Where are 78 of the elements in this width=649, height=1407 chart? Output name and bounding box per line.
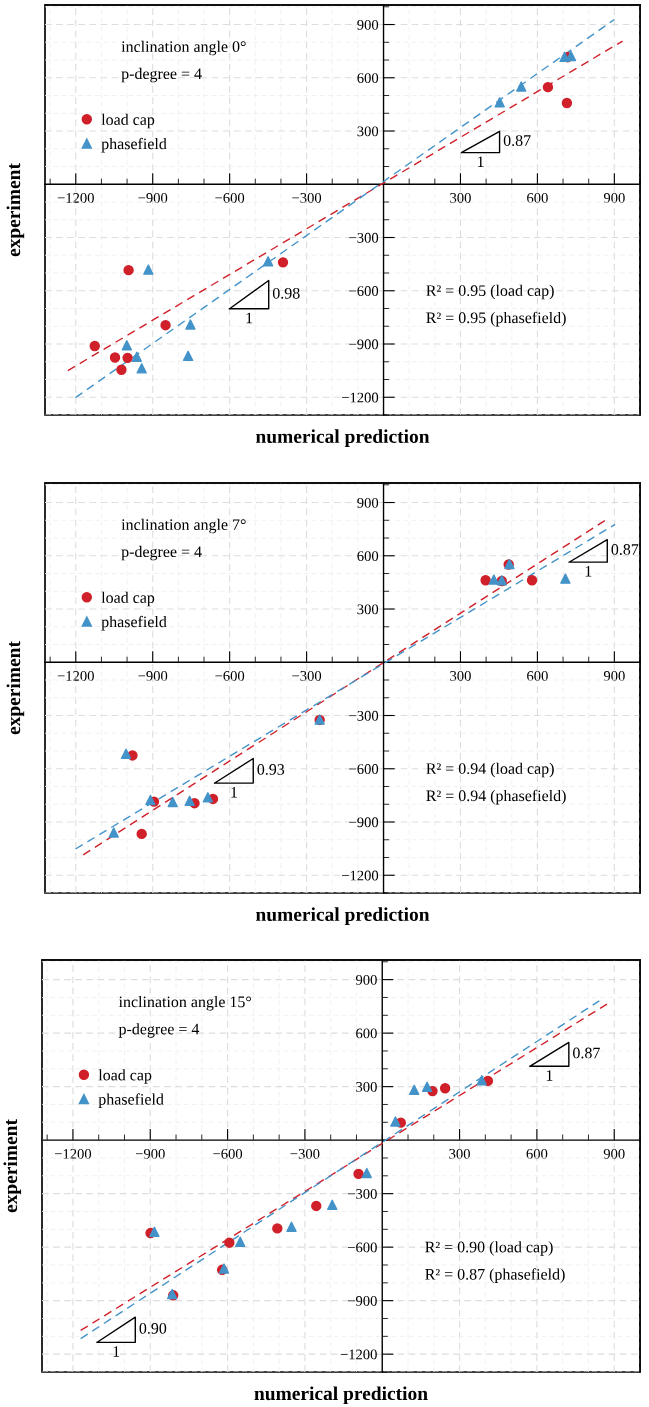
x-axis-title: numerical prediction — [254, 1386, 428, 1405]
annotation: p-degree = 4 — [118, 1023, 200, 1038]
x-tick-label: −900 — [138, 671, 168, 681]
y-tick-label: 300 — [357, 126, 379, 137]
x-tick-label: −900 — [135, 1148, 165, 1159]
annotation: 0.93 — [257, 764, 285, 775]
y-tick-label: 300 — [356, 1081, 377, 1092]
x-tick-label: −600 — [215, 193, 245, 203]
y-tick-label: −900 — [348, 1296, 377, 1306]
annotation: 0.87 — [611, 544, 639, 555]
y-tick-label: −600 — [349, 286, 379, 296]
y-tick-label: −1200 — [342, 870, 379, 881]
annotation: inclination angle 0° — [121, 40, 246, 56]
legend-label: load cap — [101, 113, 155, 129]
y-axis-title: experiment — [6, 641, 25, 735]
y-tick-label: 300 — [357, 604, 379, 615]
x-tick-label: 300 — [449, 1148, 470, 1159]
x-tick-label: 300 — [450, 193, 471, 203]
annotation: 0.87 — [573, 1047, 600, 1059]
x-tick-label: −300 — [292, 671, 322, 681]
annotation: inclination angle 15° — [118, 996, 252, 1011]
annotation: 0.87 — [503, 135, 531, 147]
y-tick-label: −300 — [349, 232, 379, 243]
annotation: inclination angle 7° — [121, 518, 246, 534]
x-tick-label: 600 — [527, 671, 548, 681]
annotation: p-degree = 4 — [121, 545, 202, 561]
annotation: 1 — [246, 312, 253, 324]
x-tick-label: 300 — [450, 671, 471, 681]
y-axis-title: experiment — [3, 1119, 22, 1213]
x-tick-label: −300 — [292, 193, 322, 203]
y-tick-label: 600 — [357, 73, 379, 83]
x-tick-label: −1200 — [54, 1148, 92, 1159]
x-tick-label: 900 — [603, 193, 625, 203]
y-tick-label: 900 — [357, 19, 379, 30]
y-tick-label: −900 — [349, 339, 379, 350]
y-axis-title: experiment — [6, 163, 25, 257]
annotation: R² = 0.95 (phasefield) — [426, 311, 566, 327]
y-tick-label: −900 — [349, 817, 379, 828]
x-tick-label: 600 — [526, 1148, 548, 1159]
x-tick-label: −600 — [215, 671, 245, 681]
y-tick-label: −300 — [349, 710, 379, 721]
x-tick-label: −900 — [138, 193, 168, 203]
annotation: 1 — [113, 1346, 120, 1357]
legend-label: phasefield — [101, 137, 167, 153]
annotation: 1 — [585, 565, 592, 577]
legend-label: load cap — [98, 1069, 152, 1084]
x-tick-label: −600 — [213, 1148, 243, 1159]
legend-label: phasefield — [101, 615, 167, 631]
y-tick-label: −600 — [349, 764, 379, 774]
annotation: p-degree = 4 — [121, 67, 202, 83]
x-tick-label: 900 — [603, 671, 625, 681]
y-tick-label: 900 — [357, 497, 379, 508]
annotation: 0.90 — [139, 1322, 167, 1334]
annotation: R² = 0.94 (load cap) — [426, 762, 554, 778]
annotation: R² = 0.95 (load cap) — [426, 284, 554, 300]
x-tick-label: 900 — [603, 1148, 625, 1159]
y-tick-label: −300 — [348, 1189, 377, 1199]
annotation: R² = 0.87 (phasefield) — [425, 1268, 565, 1283]
x-axis-title: numerical prediction — [255, 429, 430, 447]
y-tick-label: 600 — [357, 551, 379, 561]
y-tick-label: 600 — [356, 1028, 377, 1039]
annotation: 1 — [477, 156, 484, 167]
annotation: 0.98 — [272, 287, 300, 299]
x-tick-label: 600 — [527, 193, 548, 203]
y-tick-label: −1200 — [340, 1349, 377, 1360]
y-tick-label: 900 — [355, 974, 377, 985]
y-tick-label: −600 — [348, 1242, 377, 1253]
legend-label: phasefield — [98, 1093, 164, 1108]
x-axis-title: numerical prediction — [255, 907, 430, 925]
y-tick-label: −1200 — [342, 392, 379, 403]
x-tick-label: −1200 — [57, 671, 94, 681]
annotation: 1 — [546, 1070, 553, 1081]
annotation: R² = 0.90 (load cap) — [425, 1241, 553, 1256]
x-tick-label: −300 — [290, 1148, 320, 1159]
legend-label: load cap — [101, 591, 155, 607]
x-tick-label: −1200 — [57, 193, 94, 203]
annotation: R² = 0.94 (phasefield) — [426, 789, 566, 805]
annotation: 1 — [231, 786, 237, 798]
